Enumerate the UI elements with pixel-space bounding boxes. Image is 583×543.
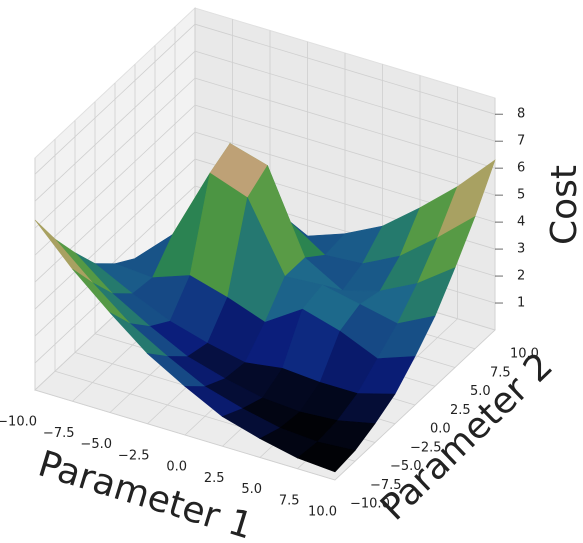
x-tick-label: −7.5 (43, 426, 75, 441)
grid-line (194, 104, 496, 196)
grid-line (194, 77, 496, 169)
grid-line (194, 50, 496, 142)
x-tick-label: 7.5 (279, 493, 300, 508)
grid-line (34, 77, 196, 229)
x-tick-label: 5.0 (241, 482, 262, 497)
z-tick-label: 3 (517, 242, 525, 257)
z-tick-label: 6 (517, 161, 525, 176)
y-tick-label: 10.0 (510, 347, 539, 362)
z-tick-label: 1 (517, 296, 525, 311)
x-tick-label: 2.5 (204, 471, 225, 486)
z-tick-label: 8 (517, 107, 525, 122)
y-tick-label: −5.0 (390, 459, 422, 474)
z-axis-title: Cost (544, 165, 583, 245)
z-tick-label: 5 (517, 188, 525, 203)
x-tick-label: −10.0 (0, 415, 37, 430)
grid-line (34, 50, 196, 202)
grid-line (34, 389, 336, 481)
x-tick-label: −2.5 (118, 448, 150, 463)
z-tick-label: 4 (517, 215, 525, 230)
surface-patch (296, 441, 356, 473)
x-tick-label: 10.0 (308, 505, 337, 520)
y-tick-label: 7.5 (490, 365, 511, 380)
grid-line (34, 23, 196, 175)
grid-line (34, 185, 196, 337)
z-tick-label: 2 (517, 269, 525, 284)
x-tick-label: −5.0 (80, 437, 112, 452)
grid-line (34, 131, 196, 283)
grid-line (34, 158, 196, 310)
y-tick-label: 0.0 (430, 422, 451, 437)
y-tick-label: −7.5 (370, 478, 402, 493)
y-tick-label: −10.0 (350, 497, 390, 512)
x-tick-label: 0.0 (166, 460, 187, 475)
y-tick-label: 2.5 (450, 403, 471, 418)
y-tick-label: 5.0 (470, 384, 491, 399)
grid-line (194, 23, 496, 115)
z-tick-label: 7 (517, 134, 525, 149)
grid-line (34, 104, 196, 256)
y-tick-label: −2.5 (410, 440, 442, 455)
